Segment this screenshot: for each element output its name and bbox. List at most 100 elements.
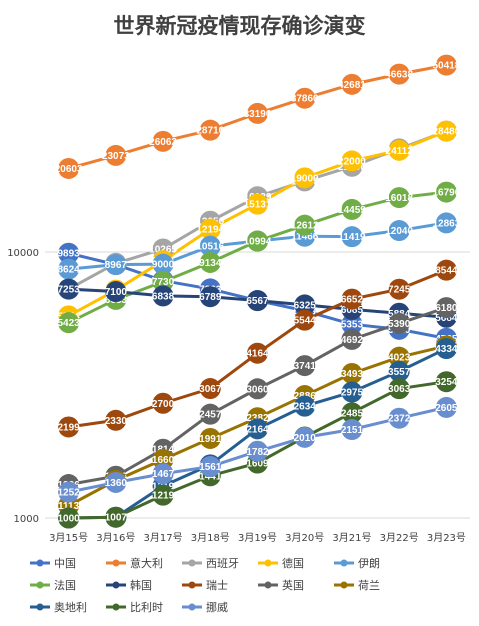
data-point: [435, 338, 457, 360]
data-label: 46638: [385, 70, 413, 81]
data-label: 33190: [244, 109, 272, 120]
legend-label: 中国: [54, 557, 76, 570]
data-label: 28480: [432, 127, 460, 138]
data-point: [247, 102, 268, 124]
legend-label: 西班牙: [206, 557, 239, 570]
data-label: 6085: [341, 305, 364, 316]
data-label: 2330: [105, 416, 128, 427]
data-label: 3063: [388, 384, 411, 395]
data-point: [388, 407, 410, 429]
data-point: [388, 378, 410, 400]
data-label: 2975: [341, 388, 364, 399]
data-label: 1252: [57, 488, 80, 499]
data-label: 2010: [294, 433, 317, 444]
data-point: [58, 157, 80, 179]
data-point: [435, 120, 457, 142]
data-label: 1660: [152, 455, 175, 466]
legend-marker: [36, 603, 44, 611]
data-label: 6652: [341, 295, 364, 306]
data-label: 12863: [432, 218, 460, 229]
data-label: 22000: [338, 156, 366, 167]
data-point: [105, 506, 127, 528]
data-point: [294, 214, 316, 236]
data-label: 2700: [152, 399, 175, 410]
data-point: [388, 187, 410, 209]
data-point: [58, 481, 80, 503]
data-point: [152, 463, 174, 485]
x-tick-label: 3月17号: [144, 532, 183, 544]
data-point: [58, 507, 80, 529]
data-label: 26062: [149, 137, 177, 148]
data-label: 15131: [244, 200, 272, 211]
data-point: [341, 288, 363, 310]
data-label: 5684: [435, 313, 458, 324]
data-label: 20603: [55, 164, 83, 175]
data-label: 3254: [435, 377, 458, 388]
data-label: 10265: [149, 244, 177, 255]
data-point: [341, 419, 363, 441]
data-label: 3067: [199, 384, 222, 395]
data-label: 3060: [246, 384, 269, 395]
data-label: 6838: [152, 291, 175, 302]
data-label: 2485: [341, 408, 364, 419]
data-label: 1991: [199, 434, 222, 445]
data-label: 1219: [152, 491, 175, 502]
legend-marker: [36, 581, 44, 589]
data-point: [388, 312, 410, 334]
data-point: [341, 381, 363, 403]
data-point: [341, 198, 363, 220]
y-tick-label: 10000: [7, 248, 39, 259]
legend-marker: [264, 581, 272, 589]
data-point: [388, 360, 410, 382]
data-point: [152, 253, 174, 275]
data-point: [199, 378, 221, 400]
data-point: [105, 254, 127, 276]
data-point: [341, 150, 363, 172]
data-point: [152, 484, 174, 506]
data-label: 19000: [291, 173, 319, 184]
data-point: [105, 471, 127, 493]
data-point: [247, 378, 268, 400]
legend-marker: [340, 581, 348, 589]
data-label: 1467: [152, 469, 175, 480]
legend-label: 意大利: [130, 556, 163, 570]
data-label: 5423: [57, 318, 80, 329]
data-label: 37860: [291, 94, 319, 105]
legend-label: 瑞士: [206, 578, 228, 592]
data-label: 12040: [385, 226, 413, 237]
data-label: 1360: [105, 478, 128, 489]
data-label: 9134: [199, 258, 222, 269]
data-label: 5353: [341, 320, 364, 331]
data-label: 10994: [244, 237, 272, 248]
data-point: [341, 328, 363, 350]
data-point: [435, 371, 457, 393]
data-point: [199, 251, 221, 273]
data-point: [105, 409, 127, 431]
data-label: 2164: [246, 424, 269, 435]
legend-marker: [112, 603, 120, 611]
legend-marker: [188, 581, 196, 589]
data-point: [58, 278, 80, 300]
data-point: [435, 297, 457, 319]
data-point: [247, 440, 268, 462]
data-point: [341, 363, 363, 385]
data-label: 1000: [57, 514, 80, 525]
legend-label: 英国: [282, 578, 304, 592]
data-point: [294, 87, 316, 109]
x-tick-label: 3月23号: [427, 532, 466, 544]
data-label: 12612: [291, 221, 319, 232]
data-point: [58, 416, 80, 438]
data-label: 3557: [388, 367, 411, 378]
data-point: [199, 286, 221, 308]
data-label: 16018: [385, 193, 413, 204]
data-point: [199, 456, 221, 478]
data-label: 1007: [105, 513, 128, 524]
data-label: 2457: [199, 410, 222, 421]
data-label: 7245: [388, 285, 411, 296]
data-point: [341, 313, 363, 335]
chart-title: 世界新冠疫情现存确诊演变: [113, 14, 366, 38]
legend-marker: [36, 559, 44, 567]
x-tick-label: 3月21号: [332, 532, 371, 544]
legend-label: 比利时: [130, 601, 163, 614]
